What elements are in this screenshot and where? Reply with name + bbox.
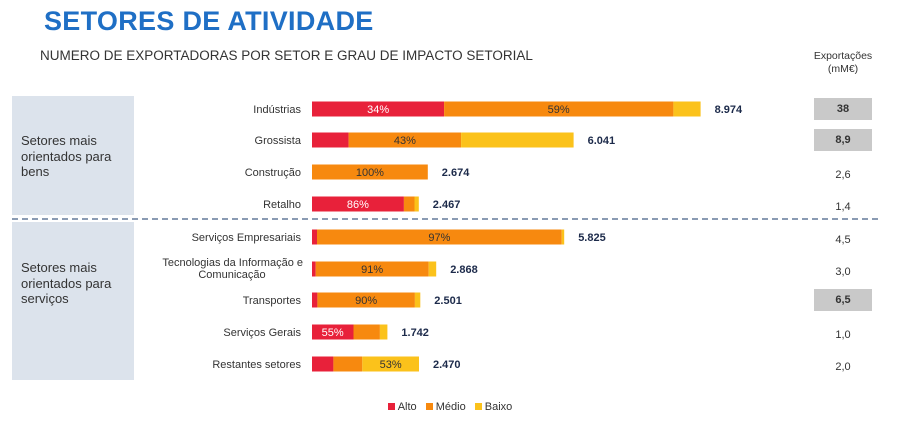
legend-item-baixo: Baixo bbox=[474, 401, 513, 413]
exports-value: 3,0 bbox=[835, 266, 851, 278]
exports-value: 6,5 bbox=[814, 289, 872, 311]
bar-segment-baixo bbox=[561, 229, 565, 245]
data-label-medio: 43% bbox=[394, 135, 416, 147]
legend-label-medio: Médio bbox=[435, 401, 466, 413]
bar-segment-baixo bbox=[362, 356, 419, 372]
legend-item-medio: Médio bbox=[425, 401, 466, 413]
total-label: 5.825 bbox=[578, 232, 606, 244]
page-title: SETORES DE ATIVIDADE bbox=[44, 6, 374, 36]
exports-value: 1,4 bbox=[835, 201, 851, 213]
data-label-alto: 55% bbox=[322, 327, 344, 339]
chart-legend: Alto Médio Baixo bbox=[0, 401, 900, 413]
bar-segment-baixo bbox=[428, 261, 437, 277]
bar-segment-baixo bbox=[414, 196, 419, 212]
bar-segment-alto bbox=[312, 292, 318, 308]
legend-swatch-medio bbox=[425, 403, 433, 410]
category-label: Serviços Empresariais bbox=[192, 232, 302, 244]
legend-item-alto: Alto bbox=[387, 401, 417, 413]
bar-segment-alto bbox=[312, 356, 334, 372]
bar-segment-alto bbox=[312, 261, 316, 277]
exports-value: 2,0 bbox=[835, 361, 851, 373]
legend-label-baixo: Baixo bbox=[484, 401, 513, 413]
group-label-services: Setores mais orientados para serviços bbox=[21, 260, 112, 306]
total-label: 2.868 bbox=[450, 264, 478, 276]
data-label-medio: 91% bbox=[361, 264, 383, 276]
group-divider bbox=[12, 218, 878, 220]
bar-segment-baixo bbox=[461, 132, 574, 148]
category-label: Indústrias bbox=[253, 104, 301, 116]
category-label: Serviços Gerais bbox=[223, 327, 301, 339]
bar-segment-alto bbox=[312, 132, 349, 148]
total-label: 2.467 bbox=[433, 199, 461, 211]
bar-segment-baixo bbox=[414, 292, 421, 308]
exports-value: 8,9 bbox=[814, 129, 872, 151]
data-label-alto: 86% bbox=[347, 199, 369, 211]
data-label-medio: 90% bbox=[355, 295, 377, 307]
bar-segment-baixo bbox=[673, 101, 701, 117]
category-label: Grossista bbox=[255, 135, 302, 147]
data-label-medio: 97% bbox=[428, 232, 450, 244]
group-box-goods bbox=[12, 96, 134, 215]
total-label: 2.674 bbox=[442, 167, 470, 179]
category-label: Tecnologias da Informação e bbox=[162, 257, 303, 269]
bar-segment-medio bbox=[333, 356, 363, 372]
bar-segment-medio bbox=[315, 261, 429, 277]
total-label: 6.041 bbox=[588, 135, 616, 147]
exports-value: 38 bbox=[814, 98, 872, 120]
bar-segment-alto bbox=[312, 229, 317, 245]
total-label: 8.974 bbox=[715, 104, 743, 116]
bar-segment-medio bbox=[403, 196, 415, 212]
total-label: 1.742 bbox=[401, 327, 429, 339]
category-label: Restantes setores bbox=[212, 359, 301, 371]
category-label: Construção bbox=[245, 167, 301, 179]
data-label-baixo: 53% bbox=[380, 359, 402, 371]
legend-swatch-alto bbox=[387, 403, 395, 410]
exports-value: 4,5 bbox=[835, 234, 851, 246]
bar-segment-alto bbox=[312, 324, 354, 340]
bar-segment-baixo bbox=[379, 324, 388, 340]
bar-segment-medio bbox=[312, 164, 428, 180]
exports-value: 1,0 bbox=[835, 329, 851, 341]
chart-subtitle: NUMERO DE EXPORTADORAS POR SETOR E GRAU … bbox=[40, 48, 533, 63]
legend-swatch-baixo bbox=[474, 403, 482, 410]
bar-segment-alto bbox=[312, 196, 404, 212]
category-label: Comunicação bbox=[198, 269, 265, 281]
total-label: 2.501 bbox=[434, 295, 462, 307]
bar-segment-medio bbox=[444, 101, 674, 117]
bar-segment-medio bbox=[317, 292, 415, 308]
exports-header: Exportações (mM€) bbox=[813, 50, 873, 75]
bar-segment-alto bbox=[312, 101, 445, 117]
bar-segment-medio bbox=[317, 229, 562, 245]
data-label-medio: 59% bbox=[548, 104, 570, 116]
data-label-alto: 34% bbox=[367, 104, 389, 116]
category-label: Retalho bbox=[263, 199, 301, 211]
legend-label-alto: Alto bbox=[397, 401, 417, 413]
group-box-services bbox=[12, 222, 134, 380]
group-label-goods: Setores mais orientados para bens bbox=[21, 133, 112, 179]
bar-segment-medio bbox=[353, 324, 380, 340]
data-label-medio: 100% bbox=[356, 167, 384, 179]
exports-value: 2,6 bbox=[835, 169, 851, 181]
bar-segment-medio bbox=[348, 132, 462, 148]
total-label: 2.470 bbox=[433, 359, 461, 371]
category-label: Transportes bbox=[243, 295, 302, 307]
